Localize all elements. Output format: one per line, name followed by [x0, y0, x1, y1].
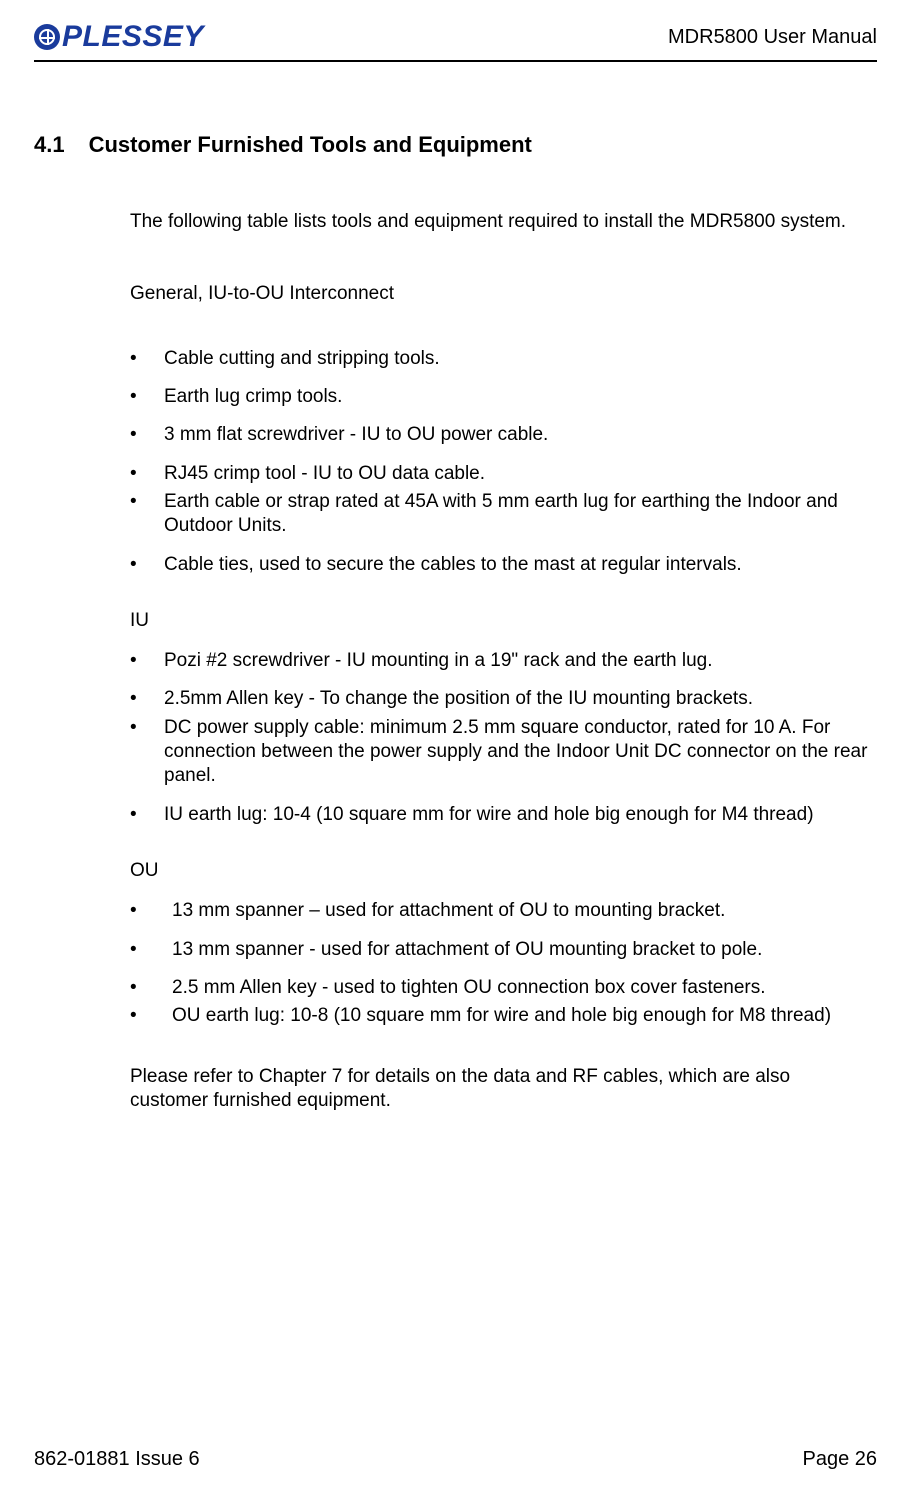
bullet-icon: • [130, 938, 172, 962]
list-item: •Earth cable or strap rated at 45A with … [130, 490, 877, 539]
bullet-icon: • [130, 1004, 172, 1028]
bullet-icon: • [130, 899, 172, 923]
list-item: •Pozi #2 screwdriver - IU mounting in a … [130, 649, 877, 673]
brand-logo: PLESSEY [34, 20, 204, 54]
section-heading: 4.1 Customer Furnished Tools and Equipmen… [34, 132, 877, 158]
footer-page-number: Page 26 [802, 1448, 877, 1471]
bullet-icon: • [130, 385, 164, 409]
list-item-text: IU earth lug: 10-4 (10 square mm for wir… [164, 803, 877, 827]
bullet-icon: • [130, 803, 164, 827]
list-item: •2.5mm Allen key - To change the positio… [130, 687, 877, 711]
list-item: • 13 mm spanner – used for attachment of… [130, 899, 877, 923]
bullet-icon: • [130, 462, 164, 486]
list-item-text: Cable ties, used to secure the cables to… [164, 553, 877, 577]
footer-doc-id: 862-01881 Issue 6 [34, 1448, 200, 1471]
general-heading: General, IU-to-OU Interconnect [130, 282, 877, 306]
list-item-text: OU earth lug: 10-8 (10 square mm for wir… [172, 1004, 877, 1028]
bullet-icon: • [130, 423, 164, 447]
ou-heading: OU [130, 859, 877, 883]
list-item-text: 2.5 mm Allen key - used to tighten OU co… [172, 976, 877, 1000]
globe-icon [34, 24, 60, 50]
list-item-text: 2.5mm Allen key - To change the position… [164, 687, 877, 711]
list-item: • OU earth lug: 10-8 (10 square mm for w… [130, 1004, 877, 1028]
list-item-text: DC power supply cable: minimum 2.5 mm sq… [164, 716, 877, 789]
page-footer: 862-01881 Issue 6 Page 26 [34, 1428, 877, 1471]
page-content: 4.1 Customer Furnished Tools and Equipmen… [34, 132, 877, 1428]
bullet-icon: • [130, 976, 172, 1000]
iu-heading: IU [130, 609, 877, 633]
list-item: •IU earth lug: 10-4 (10 square mm for wi… [130, 803, 877, 827]
page-header: PLESSEY MDR5800 User Manual [34, 20, 877, 62]
list-item-text: Cable cutting and stripping tools. [164, 347, 877, 371]
list-item: • 2.5 mm Allen key - used to tighten OU … [130, 976, 877, 1000]
bullet-icon: • [130, 687, 164, 711]
intro-text: The following table lists tools and equi… [130, 210, 877, 234]
list-item-text: 3 mm flat screwdriver - IU to OU power c… [164, 423, 877, 447]
section-number: 4.1 [34, 132, 65, 158]
document-title: MDR5800 User Manual [668, 26, 877, 49]
general-list: •Cable cutting and stripping tools. •Ear… [130, 347, 877, 577]
bullet-icon: • [130, 716, 164, 740]
list-item: •DC power supply cable: minimum 2.5 mm s… [130, 716, 877, 789]
list-item: •Cable cutting and stripping tools. [130, 347, 877, 371]
list-item-text: Earth cable or strap rated at 45A with 5… [164, 490, 877, 539]
section-title: Customer Furnished Tools and Equipment [89, 132, 532, 157]
bullet-icon: • [130, 490, 164, 514]
ou-list: • 13 mm spanner – used for attachment of… [130, 899, 877, 1028]
body: The following table lists tools and equi… [130, 210, 877, 1113]
list-item-text: RJ45 crimp tool - IU to OU data cable. [164, 462, 877, 486]
list-item: •3 mm flat screwdriver - IU to OU power … [130, 423, 877, 447]
bullet-icon: • [130, 553, 164, 577]
list-item: •RJ45 crimp tool - IU to OU data cable. [130, 462, 877, 486]
list-item: • 13 mm spanner - used for attachment of… [130, 938, 877, 962]
closing-text: Please refer to Chapter 7 for details on… [130, 1065, 877, 1114]
list-item: •Cable ties, used to secure the cables t… [130, 553, 877, 577]
bullet-icon: • [130, 649, 164, 673]
list-item-text: 13 mm spanner - used for attachment of O… [172, 938, 877, 962]
page: PLESSEY MDR5800 User Manual 4.1 Customer … [0, 0, 917, 1495]
list-item: •Earth lug crimp tools. [130, 385, 877, 409]
list-item-text: 13 mm spanner – used for attachment of O… [172, 899, 877, 923]
list-item-text: Earth lug crimp tools. [164, 385, 877, 409]
brand-name: PLESSEY [62, 20, 204, 54]
list-item-text: Pozi #2 screwdriver - IU mounting in a 1… [164, 649, 877, 673]
bullet-icon: • [130, 347, 164, 371]
iu-list: •Pozi #2 screwdriver - IU mounting in a … [130, 649, 877, 827]
